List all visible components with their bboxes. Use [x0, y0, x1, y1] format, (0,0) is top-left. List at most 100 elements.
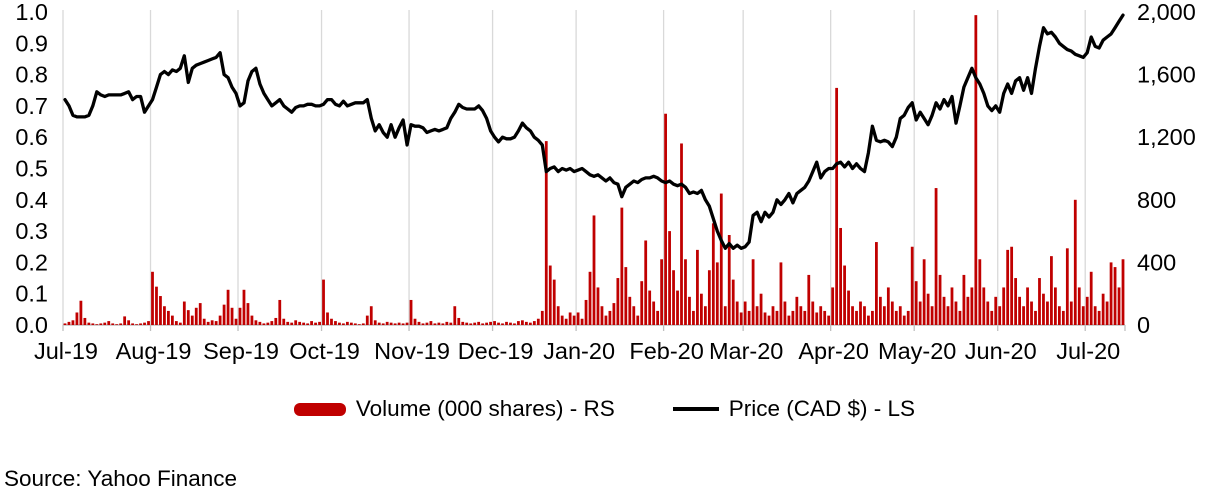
volume-bar [775, 310, 779, 325]
volume-bar [819, 306, 823, 325]
volume-bar [1109, 262, 1113, 325]
volume-bar [632, 306, 636, 325]
volume-bar [246, 303, 250, 325]
volume-bar [330, 318, 333, 325]
x-axis-month-label: May-20 [878, 338, 956, 364]
volume-bar [230, 307, 234, 325]
volume-bar [1073, 199, 1077, 325]
volume-bar [167, 310, 170, 325]
volume-bar [493, 321, 496, 325]
volume-bar [1018, 296, 1021, 325]
volume-bar [465, 322, 469, 325]
right-axis-tick-label: 2,000 [1137, 0, 1196, 25]
volume-bar [918, 301, 922, 325]
volume-bar [894, 310, 898, 325]
volume-bar [298, 321, 302, 325]
volume-bar [755, 306, 759, 325]
volume-bar [878, 296, 882, 325]
volume-bar [783, 301, 787, 325]
volume-bar [417, 321, 421, 325]
right-axis-tick-label: 1,600 [1137, 62, 1196, 88]
volume-bar [564, 318, 568, 325]
volume-bar [560, 315, 564, 325]
volume-bar [1077, 287, 1081, 325]
volume-bar [902, 315, 906, 325]
volume-bar [155, 286, 158, 325]
left-axis-tick-label: 0.5 [15, 156, 48, 182]
right-axis-tick-label: 1,200 [1137, 124, 1196, 150]
volume-bar [715, 262, 719, 325]
volume-bar [505, 321, 508, 325]
volume-bar [994, 296, 998, 325]
volume-bar [513, 323, 516, 325]
volume-bar [596, 287, 600, 325]
volume-bar [950, 287, 954, 325]
volume-bar [429, 321, 433, 325]
volume-bar [843, 265, 846, 325]
volume-bar [1097, 310, 1101, 325]
volume-bar [624, 267, 628, 325]
volume-bar [178, 322, 182, 325]
volume-bar [831, 287, 835, 325]
volume-bar [1038, 278, 1041, 325]
volume-bar [290, 322, 294, 325]
volume-bar [910, 246, 914, 325]
left-axis-tick-label: 0.6 [15, 124, 48, 150]
volume-bar [250, 315, 254, 325]
volume-bar [425, 322, 429, 325]
volume-bar [242, 289, 246, 325]
volume-bar [63, 323, 67, 325]
volume-bar [131, 323, 134, 325]
volume-bar [954, 301, 958, 325]
volume-bar [437, 322, 441, 325]
volume-bar [481, 323, 485, 325]
volume-bar [759, 293, 763, 325]
volume-bar [604, 315, 608, 325]
volume-bar [174, 321, 178, 325]
volume-bar [338, 322, 341, 325]
volume-bar [684, 259, 687, 325]
volume-bar [926, 293, 930, 325]
volume-bar [449, 322, 453, 325]
volume-bar [186, 310, 190, 325]
volume-bar [266, 322, 270, 325]
volume-bar [914, 281, 918, 325]
volume-bar [795, 296, 799, 325]
volume-bar [811, 301, 815, 325]
volume-bar [1050, 256, 1053, 325]
volume-bar [159, 296, 162, 325]
volume-bar [648, 290, 652, 325]
volume-bar [544, 141, 548, 325]
volume-bar [218, 315, 222, 325]
volume-bar [839, 227, 842, 325]
volume-bar [477, 321, 481, 325]
volume-bar [453, 306, 457, 325]
volume-bar [377, 322, 381, 325]
volume-bar [1121, 259, 1125, 325]
volume-bar [938, 274, 942, 325]
volume-bar [107, 321, 111, 325]
volume-bar [875, 242, 878, 325]
volume-bar [600, 306, 604, 325]
volume-bar [346, 321, 349, 325]
x-axis-month-label: Jul-19 [34, 338, 98, 364]
volume-bar [696, 249, 699, 325]
volume-bar [1010, 246, 1014, 325]
volume-bar [75, 312, 79, 325]
volume-bar [342, 323, 345, 325]
volume-bar [1002, 287, 1006, 325]
volume-bar [628, 296, 632, 325]
left-axis-tick-label: 1.0 [15, 0, 48, 25]
volume-bar [226, 289, 230, 325]
volume-bar [524, 321, 528, 325]
volume-bar [990, 310, 994, 325]
volume-bar [198, 303, 202, 325]
volume-bar [719, 193, 723, 325]
volume-bar [258, 321, 262, 325]
volume-bar [497, 322, 500, 325]
volume-bar [847, 290, 850, 325]
volume-bar [580, 318, 584, 325]
volume-bar [521, 320, 524, 325]
volume-bar [326, 312, 329, 325]
